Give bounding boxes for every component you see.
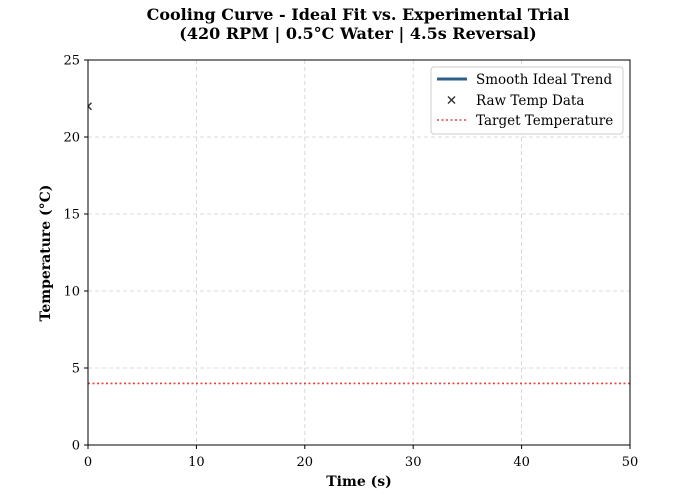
raw-temp-point [88,102,92,111]
chart-title: Cooling Curve - Ideal Fit vs. Experiment… [147,5,570,24]
y-axis-label: Temperature (°C) [38,185,54,322]
legend-swatch-raw-data [447,96,456,104]
legend: Smooth Ideal Trend Raw Temp Data Target … [430,66,624,135]
x-tick-label: 0 [84,455,92,470]
data-layer [88,102,630,385]
plot-frame [87,59,631,446]
y-tick-label: 25 [63,54,80,69]
y-tick-label: 5 [72,362,80,377]
legend-label-ideal-trend: Smooth Ideal Trend [476,72,612,88]
y-tick-label: 10 [63,285,80,300]
y-tick-label: 15 [63,208,80,223]
x-tick-label: 20 [297,455,314,470]
x-tick-label: 50 [622,455,639,470]
y-axis-ticks: 0 5 10 15 20 25 [63,54,88,454]
y-tick-label: 20 [63,131,80,146]
x-tick-label: 30 [405,455,422,470]
x-tick-label: 10 [188,455,205,470]
x-axis-label: Time (s) [326,474,391,490]
legend-label-target-temp: Target Temperature [476,113,613,129]
x-axis-ticks: 0 10 20 30 40 50 [84,445,638,470]
legend-label-raw-data: Raw Temp Data [476,93,584,109]
x-tick-label: 40 [513,455,530,470]
y-tick-label: 0 [72,439,80,454]
chart-subtitle: (420 RPM | 0.5°C Water | 4.5s Reversal) [179,24,536,43]
legend-box [430,66,624,135]
